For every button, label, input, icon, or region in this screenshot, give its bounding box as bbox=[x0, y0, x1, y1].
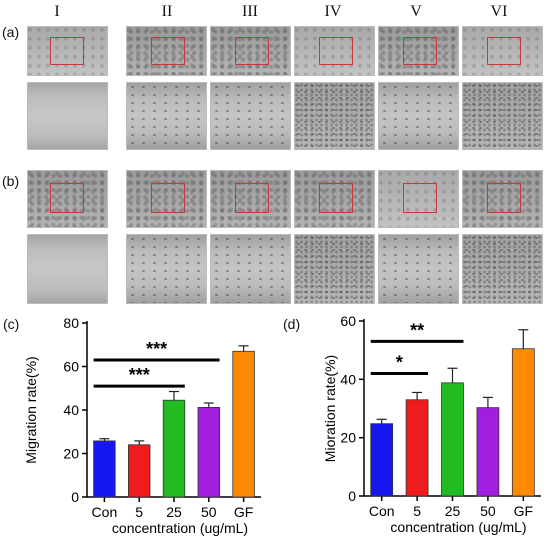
micrograph-b3-overview bbox=[210, 170, 291, 228]
x-tick-label: 25 bbox=[166, 504, 182, 520]
x-axis-title: concentration (ug/mL) bbox=[112, 520, 248, 536]
bar-con bbox=[93, 440, 116, 498]
micrograph-b5-zoom bbox=[378, 234, 459, 304]
x-tick-label: GF bbox=[234, 504, 253, 520]
x-tick-label: 5 bbox=[135, 504, 143, 520]
zoom-region-box bbox=[403, 37, 437, 65]
zoom-region-box bbox=[403, 183, 437, 213]
x-tick-label: GF bbox=[514, 503, 533, 519]
column-label-4: IV bbox=[324, 3, 342, 20]
bar-25 bbox=[162, 399, 186, 498]
y-axis-title: Migration rate(%) bbox=[23, 356, 39, 463]
y-tick-label: 0 bbox=[348, 488, 356, 504]
micrograph-a1-overview bbox=[27, 26, 108, 76]
bar-25 bbox=[441, 382, 464, 497]
micrograph-b3-zoom bbox=[210, 234, 291, 304]
zoom-region-box bbox=[50, 37, 84, 65]
significance-stars: * bbox=[396, 353, 403, 373]
x-tick-label: 50 bbox=[480, 503, 496, 519]
x-tick-label: 50 bbox=[201, 504, 217, 520]
micrograph-b2-overview bbox=[126, 170, 207, 228]
x-tick-label: Con bbox=[92, 504, 118, 520]
y-tick-label: 40 bbox=[63, 402, 79, 418]
micrograph-a6-overview bbox=[462, 26, 543, 76]
zoom-region-box bbox=[235, 37, 269, 65]
y-tick-label: 40 bbox=[340, 371, 356, 387]
micrograph-a1-zoom bbox=[27, 82, 108, 150]
x-axis-title: concentration (ug/mL) bbox=[390, 519, 526, 535]
zoom-region-box bbox=[319, 183, 353, 213]
chart-migration-c: 0 20 40 60 80 Con 5 25 50 GF *** *** concentration (… bbox=[23, 315, 261, 536]
micrograph-a4-overview bbox=[294, 26, 375, 76]
y-tick-label: 80 bbox=[63, 315, 79, 331]
bar-gf bbox=[232, 350, 255, 498]
zoom-region-box bbox=[50, 183, 84, 213]
y-tick-label: 60 bbox=[340, 313, 356, 329]
chart-panel-label-d: (d) bbox=[283, 316, 301, 332]
micrograph-a5-zoom bbox=[378, 82, 459, 150]
zoom-region-box bbox=[487, 183, 521, 213]
y-tick-label: 0 bbox=[71, 489, 79, 505]
zoom-region-box bbox=[151, 183, 185, 213]
bar-50 bbox=[197, 406, 220, 498]
zoom-region-box bbox=[487, 37, 521, 65]
row-label-a: (a) bbox=[2, 24, 20, 40]
micrograph-b4-zoom bbox=[294, 234, 375, 304]
x-tick-label: 25 bbox=[445, 503, 461, 519]
column-label-2: II bbox=[161, 3, 173, 20]
bar-con bbox=[370, 423, 394, 497]
micrograph-b6-overview bbox=[462, 170, 543, 228]
micrograph-a3-overview bbox=[210, 26, 291, 76]
y-tick-label: 20 bbox=[340, 430, 356, 446]
chart-panel-label-c: (c) bbox=[3, 316, 20, 332]
micrograph-b4-overview bbox=[294, 170, 375, 228]
micrograph-a6-zoom bbox=[462, 82, 543, 150]
x-tick-label: Con bbox=[369, 503, 395, 519]
bar-5 bbox=[405, 399, 429, 497]
bar-5 bbox=[128, 444, 151, 498]
micrograph-a5-overview bbox=[378, 26, 459, 76]
column-label-6: VI bbox=[490, 3, 508, 20]
zoom-region-box bbox=[319, 37, 353, 65]
micrograph-b2-zoom bbox=[126, 234, 207, 304]
micrograph-b1-overview bbox=[27, 170, 108, 228]
y-tick-label: 20 bbox=[63, 446, 79, 462]
micrograph-a2-zoom bbox=[126, 82, 207, 150]
zoom-region-box bbox=[235, 183, 269, 213]
micrograph-b5-overview bbox=[378, 170, 459, 228]
y-tick-label: 60 bbox=[63, 359, 79, 375]
bar-gf bbox=[511, 348, 535, 497]
significance-stars: ** bbox=[410, 320, 424, 340]
bar-50 bbox=[476, 407, 500, 497]
row-label-b: (b) bbox=[2, 173, 20, 189]
micrograph-a4-zoom bbox=[294, 82, 375, 150]
significance-stars: *** bbox=[146, 339, 167, 359]
micrograph-b6-zoom bbox=[462, 234, 543, 304]
column-label-3: III bbox=[242, 3, 258, 20]
column-label-5: V bbox=[410, 3, 422, 20]
micrograph-a2-overview bbox=[126, 26, 207, 76]
micrograph-a3-zoom bbox=[210, 82, 291, 150]
column-label-1: I bbox=[54, 3, 60, 20]
zoom-region-box bbox=[151, 37, 185, 65]
micrograph-b1-zoom bbox=[27, 234, 108, 304]
y-axis-title: Mioration rate(%) bbox=[322, 355, 338, 462]
x-tick-label: 5 bbox=[413, 503, 421, 519]
significance-stars: *** bbox=[129, 365, 150, 385]
